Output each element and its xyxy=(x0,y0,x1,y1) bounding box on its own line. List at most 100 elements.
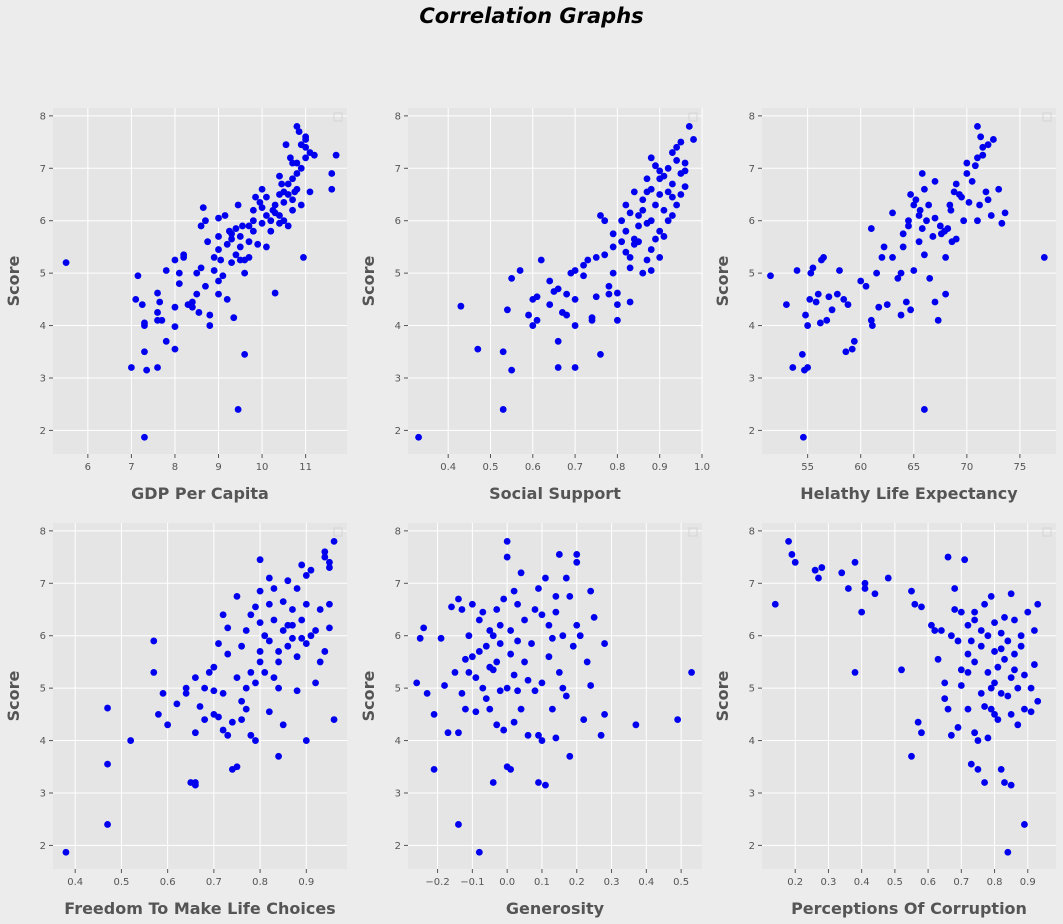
y-tick-label: 8 xyxy=(749,111,755,122)
data-point xyxy=(258,185,266,193)
data-point xyxy=(252,603,259,611)
data-point xyxy=(842,348,850,356)
data-point xyxy=(580,261,587,269)
x-axis-label: Perceptions Of Corruption xyxy=(791,899,1027,918)
x-tick-label: 0.7 xyxy=(206,877,222,888)
data-point xyxy=(931,298,939,306)
data-point xyxy=(236,243,244,251)
data-point xyxy=(141,348,148,356)
data-point xyxy=(946,201,954,209)
data-point xyxy=(656,254,664,261)
data-point xyxy=(535,585,542,592)
data-point xyxy=(964,621,972,629)
data-point xyxy=(991,648,998,655)
data-point xyxy=(219,611,227,619)
data-point xyxy=(241,350,249,358)
data-point xyxy=(503,684,511,692)
y-tick-label: 3 xyxy=(40,788,46,799)
y-tick-label: 3 xyxy=(749,788,755,799)
data-point xyxy=(468,653,476,661)
data-point xyxy=(455,729,462,737)
data-point xyxy=(643,175,651,183)
data-point xyxy=(656,191,664,198)
data-point xyxy=(486,627,494,634)
data-point xyxy=(245,254,253,261)
data-point xyxy=(289,175,296,183)
data-point xyxy=(964,669,972,676)
y-tick-label: 5 xyxy=(40,684,46,695)
data-point xyxy=(971,162,979,170)
data-point xyxy=(571,364,579,371)
data-point xyxy=(171,303,179,311)
plot-area xyxy=(408,108,702,454)
x-tick-label: 0.8 xyxy=(987,877,1003,888)
data-point xyxy=(668,193,676,201)
data-point xyxy=(462,655,469,663)
data-point xyxy=(330,716,338,723)
y-axis-label: Score xyxy=(4,670,23,721)
data-point xyxy=(851,669,859,676)
data-point xyxy=(974,765,982,773)
data-point xyxy=(767,272,774,280)
data-point xyxy=(555,551,563,558)
y-axis-label: Score xyxy=(713,255,732,306)
data-point xyxy=(979,143,987,151)
data-point xyxy=(1011,666,1018,674)
data-point xyxy=(925,201,933,209)
data-point xyxy=(660,233,668,240)
data-point xyxy=(583,658,591,666)
data-point xyxy=(994,663,1002,671)
data-point xyxy=(622,227,630,235)
data-point xyxy=(597,350,604,358)
data-point xyxy=(858,608,866,616)
data-point xyxy=(241,269,249,277)
data-point xyxy=(289,196,296,204)
data-point xyxy=(971,658,979,666)
data-point xyxy=(677,191,685,198)
data-point xyxy=(247,731,255,739)
data-point xyxy=(905,222,912,230)
data-point xyxy=(1001,655,1008,663)
data-point xyxy=(618,238,626,246)
data-point xyxy=(957,608,965,616)
data-point xyxy=(312,627,319,634)
data-point xyxy=(104,821,111,828)
data-point xyxy=(321,648,329,655)
data-point xyxy=(234,201,242,209)
data-point xyxy=(573,551,581,558)
data-point xyxy=(825,293,833,301)
data-point xyxy=(987,212,995,219)
data-point xyxy=(507,765,515,773)
data-point xyxy=(622,201,630,209)
data-point xyxy=(791,558,799,566)
data-point xyxy=(592,254,600,261)
plot-area xyxy=(762,523,1056,869)
x-tick-label: 65 xyxy=(907,462,920,473)
data-point xyxy=(828,306,836,314)
x-tick-label: 0.2 xyxy=(787,877,803,888)
x-tick-label: 0.6 xyxy=(920,877,936,888)
data-point xyxy=(566,592,574,600)
data-point xyxy=(584,256,592,264)
data-point xyxy=(279,721,287,729)
x-tick-label: 0.3 xyxy=(604,877,620,888)
data-point xyxy=(524,731,532,739)
data-point xyxy=(920,406,928,413)
data-point xyxy=(510,587,518,595)
data-point xyxy=(580,716,588,723)
data-point xyxy=(175,269,183,277)
x-tick-label: 0.4 xyxy=(67,877,83,888)
data-point xyxy=(238,716,246,723)
data-point xyxy=(1021,705,1028,713)
data-point xyxy=(279,627,287,634)
data-point xyxy=(1017,632,1025,640)
data-point xyxy=(848,345,856,353)
data-point xyxy=(430,765,438,773)
data-point xyxy=(475,648,483,655)
data-point xyxy=(987,592,995,600)
data-point xyxy=(954,724,962,731)
data-point xyxy=(321,548,329,556)
y-tick-label: 4 xyxy=(40,736,46,747)
data-point xyxy=(618,217,626,225)
data-point xyxy=(626,209,634,217)
